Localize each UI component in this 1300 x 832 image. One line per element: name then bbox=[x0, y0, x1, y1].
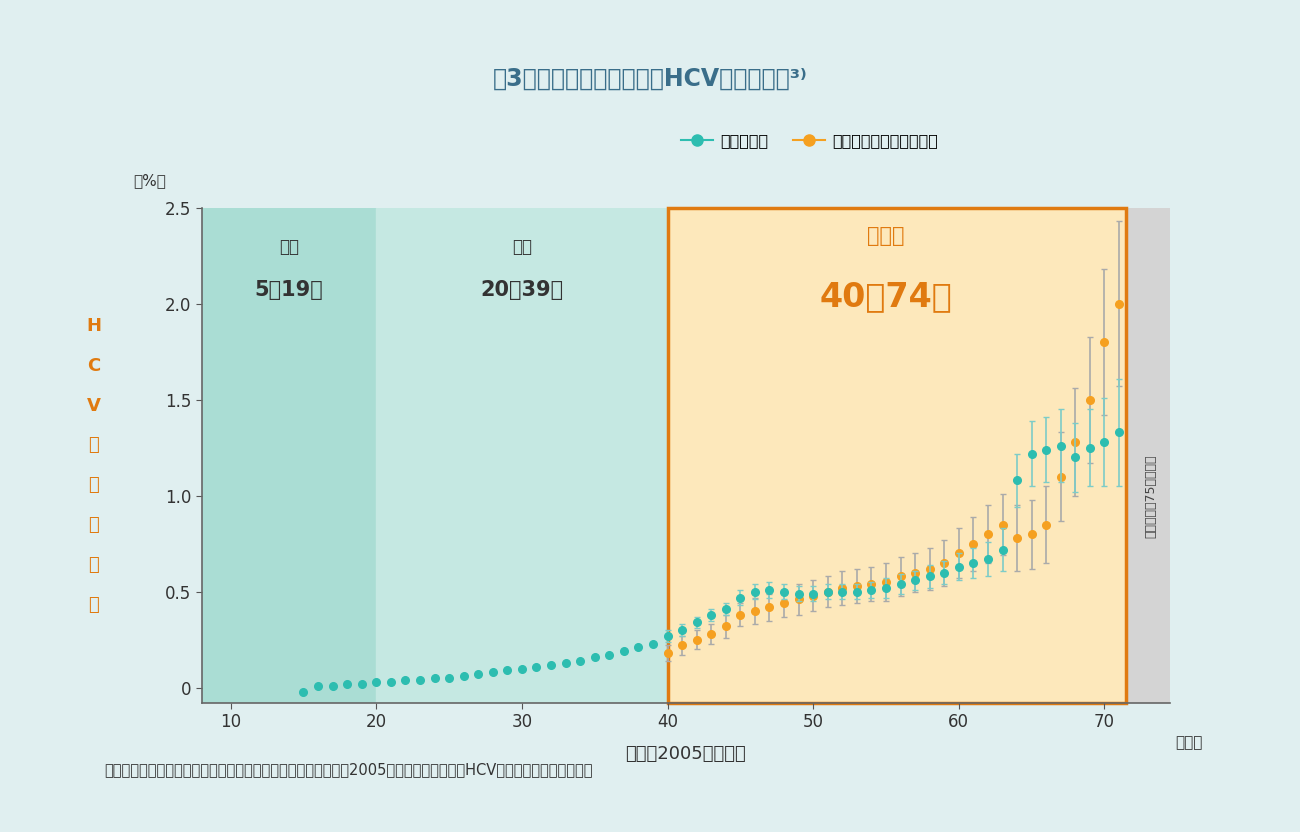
Text: 未診断者（75歳以上）: 未診断者（75歳以上） bbox=[1144, 454, 1157, 537]
Text: （%）: （%） bbox=[134, 173, 166, 188]
Bar bbox=[667, 208, 1126, 703]
Text: 抗: 抗 bbox=[88, 437, 99, 454]
X-axis label: 年齢（2005年時点）: 年齢（2005年時点） bbox=[625, 745, 746, 763]
Text: （歳）: （歳） bbox=[1175, 735, 1202, 750]
Text: 40～74歳: 40～74歳 bbox=[819, 280, 953, 314]
Text: 少年: 少年 bbox=[280, 238, 299, 256]
Text: 方法：初回献血者の血液検査及び肝炎ウイルス検診結果から、2005年時点の各年齢別のHCV抗体陽性率を算出した。: 方法：初回献血者の血液検査及び肝炎ウイルス検診結果から、2005年時点の各年齢別… bbox=[104, 762, 593, 777]
Text: 率: 率 bbox=[88, 597, 99, 614]
Text: 若年: 若年 bbox=[512, 238, 532, 256]
Text: H: H bbox=[86, 317, 101, 334]
Text: 図3：日本における年齢別HCV抗体陽性率³⁾: 図3：日本における年齢別HCV抗体陽性率³⁾ bbox=[493, 67, 807, 91]
Text: C: C bbox=[87, 357, 100, 374]
Text: 性: 性 bbox=[88, 557, 99, 574]
Legend: 初回献血者, 肝炎ウイルス検診受診者: 初回献血者, 肝炎ウイルス検診受診者 bbox=[675, 126, 945, 155]
Text: 体: 体 bbox=[88, 477, 99, 494]
Bar bbox=[1126, 208, 1170, 703]
Text: V: V bbox=[87, 397, 100, 414]
Text: 5～19歳: 5～19歳 bbox=[255, 280, 324, 300]
Text: 陽: 陽 bbox=[88, 517, 99, 534]
Text: 20～39歳: 20～39歳 bbox=[480, 280, 563, 300]
Bar bbox=[376, 208, 667, 703]
Bar bbox=[202, 208, 376, 703]
Text: 中高年: 中高年 bbox=[867, 226, 905, 246]
